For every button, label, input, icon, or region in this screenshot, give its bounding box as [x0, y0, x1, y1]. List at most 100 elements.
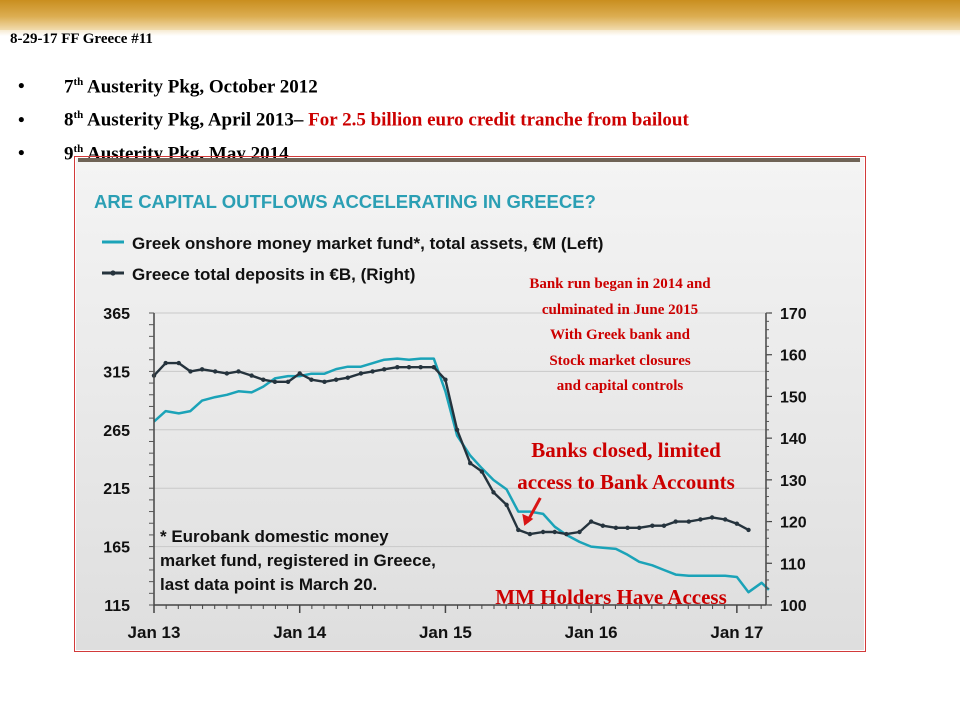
bullet-text: Austerity Pkg, April 2013– [83, 109, 309, 131]
series-point-deposits [176, 360, 181, 366]
series-point-deposits [345, 375, 350, 380]
bullet-ordinal: th [73, 142, 84, 155]
series-point-deposits [370, 369, 375, 374]
series-point-deposits [661, 523, 667, 528]
series-point-deposits [297, 371, 302, 376]
series-point-deposits [600, 523, 605, 528]
y-right-tick-label: 100 [780, 598, 807, 615]
top-banner [0, 0, 960, 30]
bullet-number: 8 [64, 109, 74, 131]
annotation-mm-holders: MM Holders Have Access [495, 585, 727, 609]
series-point-deposits [540, 529, 546, 535]
chart-footnote: * Eurobank domestic money market fund, re… [160, 527, 436, 594]
capital-outflows-chart: ARE CAPITAL OUTFLOWS ACCELERATING IN GRE… [76, 158, 864, 650]
annotation-banks-closed: Banks closed, limited access to Bank Acc… [478, 434, 774, 498]
annotation-bank-run-line: Stock market closures [549, 352, 691, 369]
y-left-tick-label: 265 [103, 423, 130, 440]
bullet-number: 9 [64, 142, 74, 164]
bullet-marker: • [18, 142, 25, 164]
annotation-bank-run-line: Bank run began in 2014 and [529, 276, 711, 292]
y-right-tick-label: 170 [780, 306, 807, 323]
annotation-bank-run-line: culminated in June 2015 [541, 301, 699, 318]
series-point-deposits [698, 517, 703, 522]
series-point-deposits [406, 365, 412, 370]
x-tick-label: Jan 14 [273, 623, 326, 642]
series-point-deposits [746, 527, 751, 533]
bullet-marker: • [18, 109, 25, 131]
x-tick-label: Jan 15 [419, 623, 472, 642]
series-point-deposits [468, 460, 473, 466]
legend-label-deposits: Greece total deposits in €B, (Right) [132, 265, 415, 284]
series-point-deposits [552, 529, 557, 535]
arrow-head [522, 513, 534, 526]
series-point-deposits [723, 517, 728, 522]
series-point-deposits [199, 367, 205, 372]
y-right-tick-label: 150 [780, 389, 807, 406]
series-point-deposits [454, 427, 460, 432]
annotation-bank-run-line: and capital controls [556, 378, 684, 394]
bullet-marker: • [18, 76, 25, 98]
series-point-deposits [322, 379, 327, 385]
y-left-tick-label: 115 [104, 598, 130, 615]
y-right-tick-label: 120 [780, 515, 807, 532]
legend-label-mmf: Greek onshore money market fund*, total … [132, 234, 603, 253]
series-point-deposits [272, 379, 278, 385]
y-right-tick-label: 140 [780, 431, 807, 448]
series-point-deposits [673, 519, 678, 524]
series-point-deposits [709, 515, 715, 520]
y-right-tick-label: 130 [780, 473, 807, 490]
series-point-deposits [613, 525, 619, 531]
chart-title: ARE CAPITAL OUTFLOWS ACCELERATING IN GRE… [94, 191, 596, 212]
y-right-tick-label: 110 [780, 556, 806, 573]
chart-legend: Greek onshore money market fund*, total … [102, 234, 603, 284]
series-point-deposits [637, 525, 642, 531]
bullet-ordinal: th [73, 109, 84, 122]
series-point-deposits [443, 377, 448, 382]
series-point-deposits [333, 377, 339, 382]
annotation-bank-run-line: With Greek bank and [550, 327, 690, 343]
bullet-item: • 8th Austerity Pkg, April 2013– For 2.5 … [18, 101, 689, 134]
series-point-deposits [395, 365, 400, 370]
series-point-deposits [527, 531, 533, 537]
bullet-list: • 7th Austerity Pkg, October 2012 • 8th Au… [18, 68, 689, 168]
bullet-text: Austerity Pkg, October 2012 [83, 76, 318, 98]
bullet-highlight: For 2.5 billion euro credit tranche from… [308, 109, 689, 131]
chart-axes: 365 315 265 215 165 115 170 160 150 140 130 120 110 1… [103, 306, 807, 642]
series-point-deposits [224, 371, 230, 376]
series-point-deposits [418, 365, 423, 370]
series-point-deposits [358, 371, 364, 376]
chart-background [76, 158, 864, 650]
series-point-deposits [163, 360, 168, 366]
footnote-line: market fund, registered in Greece, [160, 551, 436, 570]
series-point-deposits [577, 529, 582, 535]
y-right-tick-label: 160 [780, 348, 807, 365]
y-left-tick-label: 165 [103, 540, 130, 557]
x-tick-label: Jan 17 [710, 623, 763, 642]
bullet-number: 7 [64, 76, 74, 98]
series-point-deposits [588, 519, 594, 524]
series-point-deposits [261, 377, 266, 382]
series-point-deposits [564, 531, 569, 537]
footnote-line: * Eurobank domestic money [160, 527, 389, 546]
chart-frame [74, 156, 866, 652]
chart-series [151, 357, 770, 594]
y-left-tick-label: 215 [103, 481, 130, 498]
x-tick-label: Jan 13 [128, 623, 181, 642]
series-point-deposits [686, 519, 691, 524]
x-tick-label: Jan 16 [565, 623, 618, 642]
series-point-deposits [285, 379, 291, 385]
series-point-deposits [516, 527, 521, 533]
series-point-deposits [236, 369, 241, 374]
series-point-deposits [504, 502, 509, 508]
annotation-bank-run: Bank run began in 2014 and culminated in… [478, 272, 762, 400]
annotation-banks-closed-line: Banks closed, limited [531, 438, 721, 462]
bullet-ordinal: th [73, 76, 84, 88]
y-left-tick-label: 315 [103, 364, 130, 381]
bullet-item: • 7th Austerity Pkg, October 2012 [18, 68, 689, 101]
series-point-deposits [491, 490, 496, 495]
legend-marker-deposits [110, 270, 116, 276]
series-point-deposits [188, 369, 193, 374]
series-point-deposits [734, 521, 740, 526]
annotation-arrow [522, 497, 542, 526]
top-banner-fade [0, 30, 960, 36]
